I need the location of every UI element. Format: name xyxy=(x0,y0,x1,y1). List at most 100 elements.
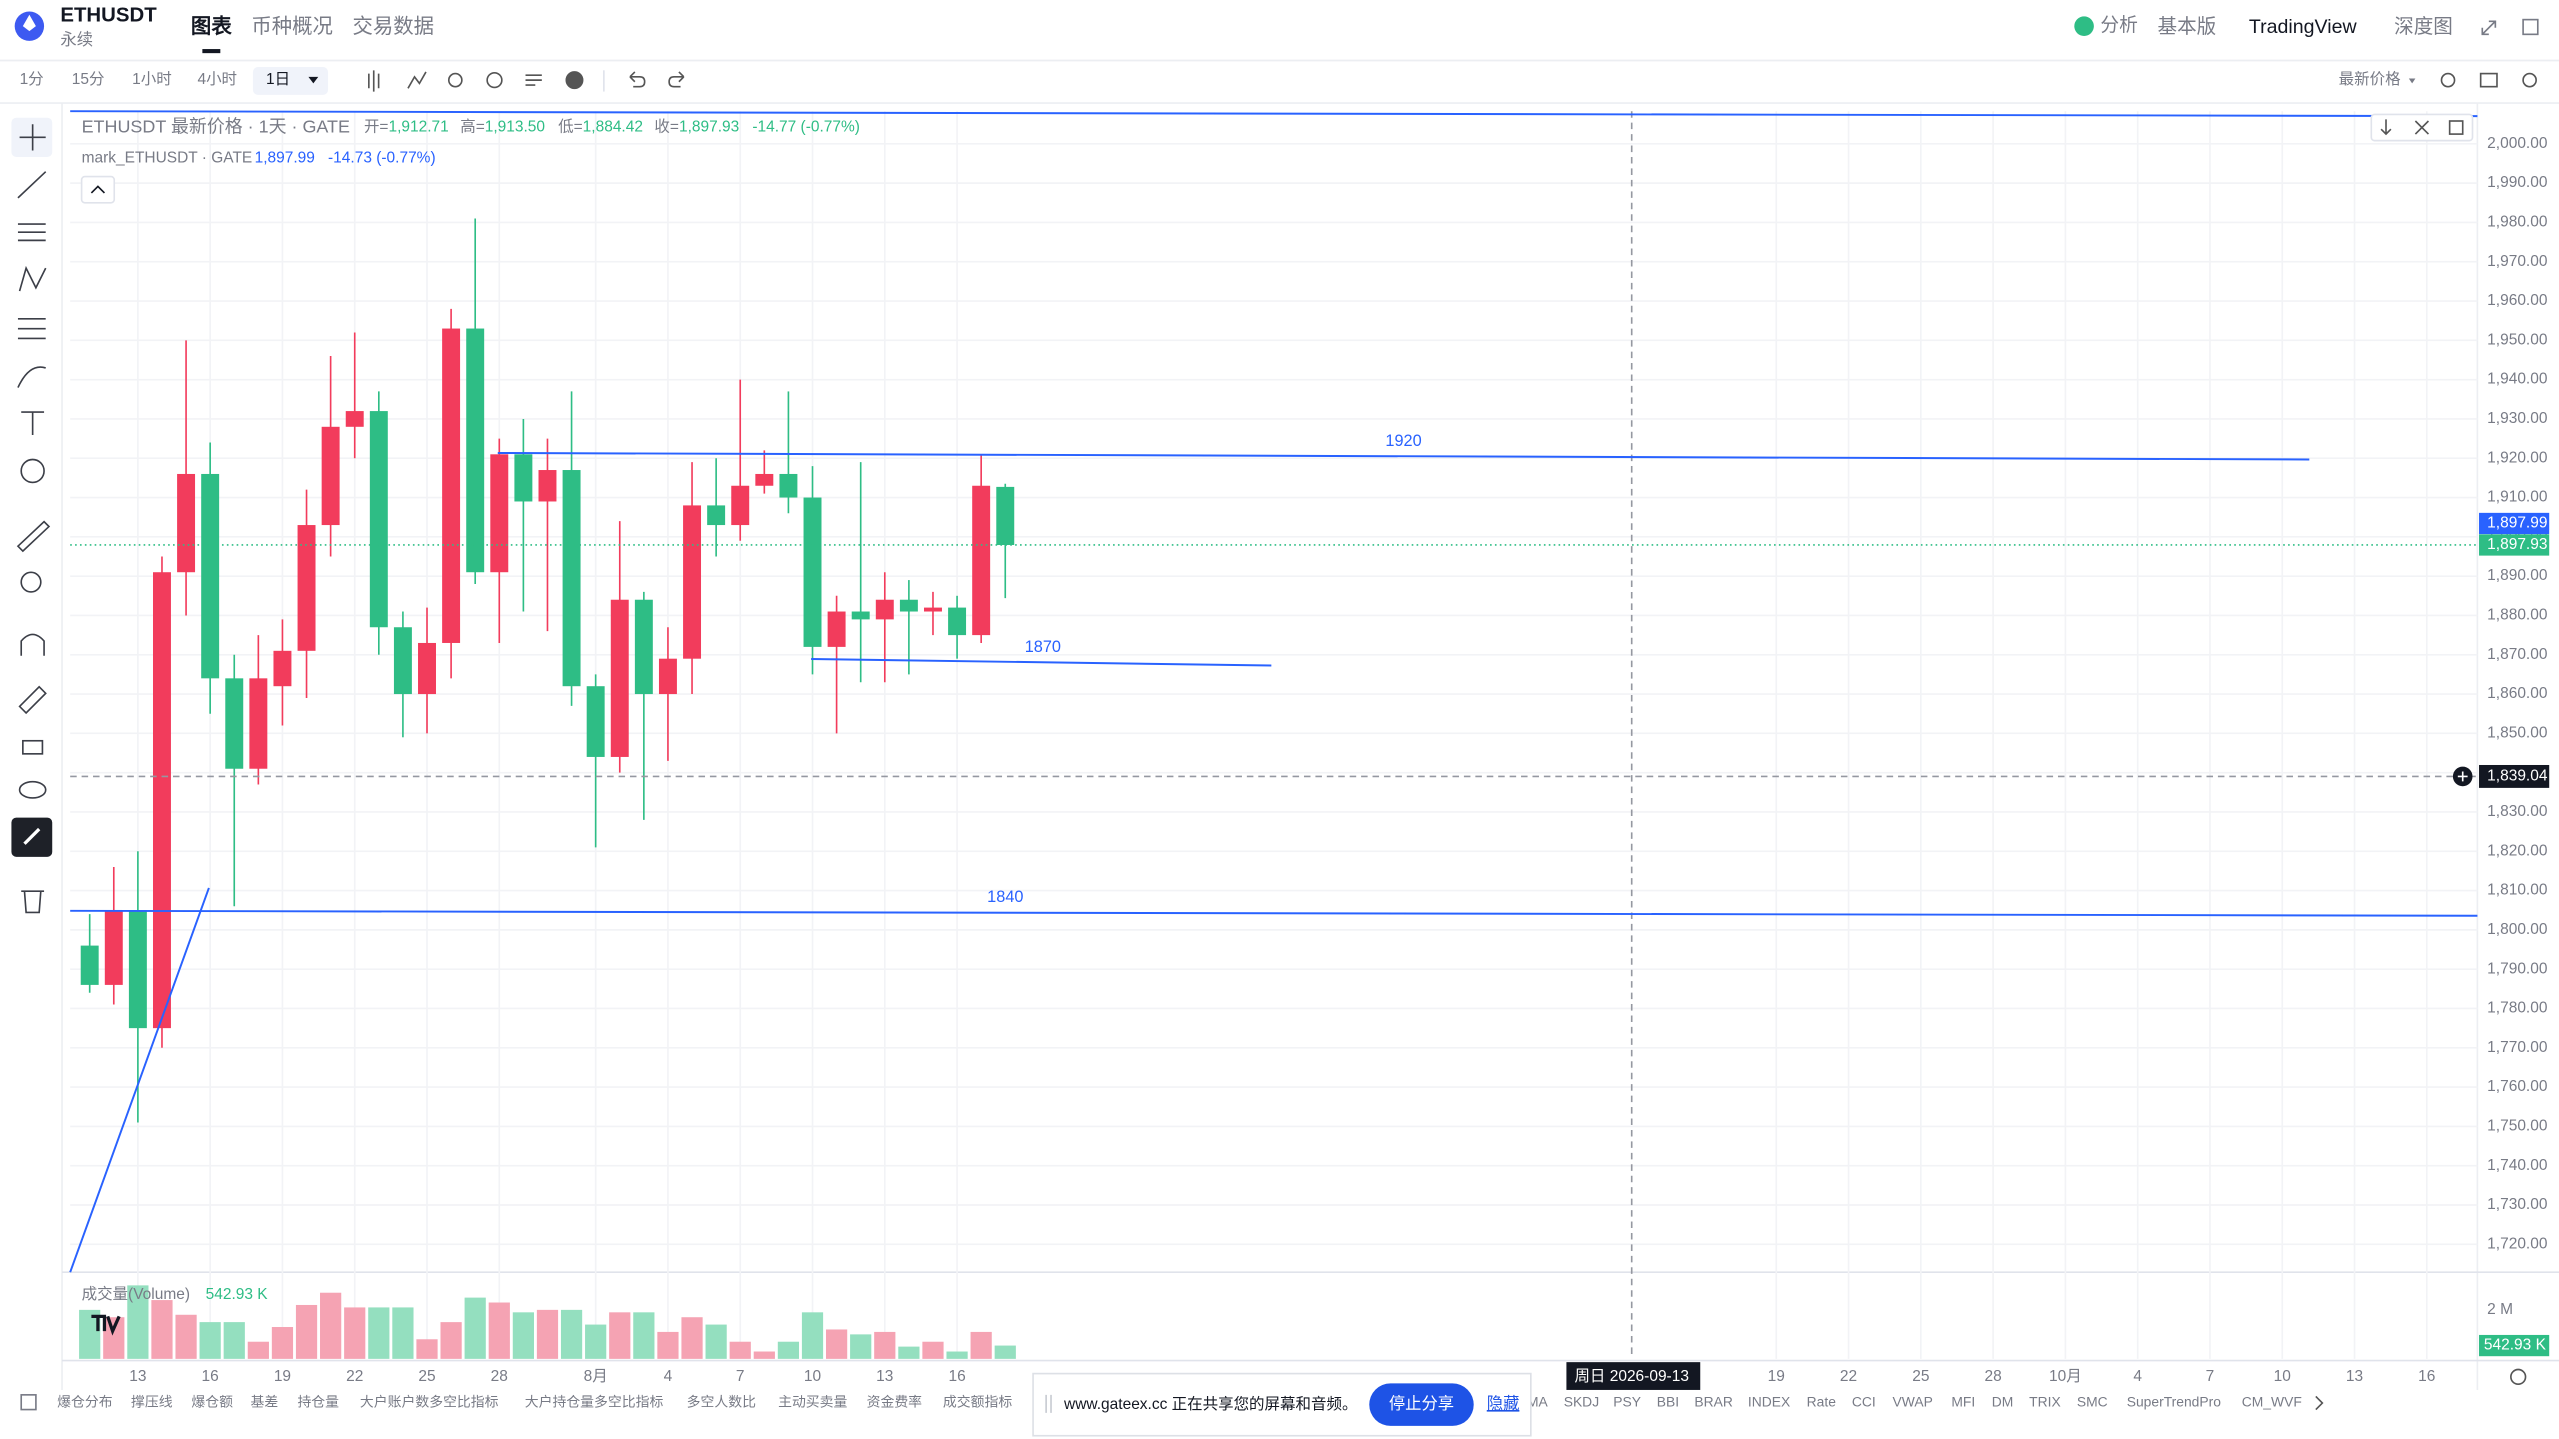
legend-mark: mark_ETHUSDT · GATE 1,897.99 -14.73 (-0.… xyxy=(82,150,436,167)
indicator[interactable]: 爆仓分布 xyxy=(57,1394,113,1410)
indicator[interactable]: 基差 xyxy=(251,1394,279,1410)
indicator[interactable]: CCI xyxy=(1852,1394,1876,1410)
tool[interactable] xyxy=(18,685,47,715)
tab[interactable]: 币种概况 xyxy=(251,15,333,38)
tool[interactable] xyxy=(16,520,51,553)
indicator[interactable]: 撑压线 xyxy=(131,1394,173,1410)
hide-link[interactable]: 隐藏 xyxy=(1487,1395,1520,1413)
indicator[interactable]: 持仓量 xyxy=(297,1394,339,1410)
indicator[interactable]: INDEX xyxy=(1748,1394,1790,1410)
tab[interactable]: 交易数据 xyxy=(353,15,435,38)
tool[interactable] xyxy=(17,171,47,199)
tool[interactable] xyxy=(19,124,46,151)
indicator[interactable]: 大户账户数多空比指标 xyxy=(360,1394,499,1410)
y-tick-label: 1,930.00 xyxy=(2487,410,2548,427)
indicator[interactable]: VWAP xyxy=(1893,1394,1933,1410)
tool[interactable] xyxy=(20,633,45,656)
header-link[interactable]: 分析 xyxy=(2100,14,2138,35)
indicator[interactable]: 主动买卖量 xyxy=(778,1394,847,1410)
settings[interactable] xyxy=(2522,72,2537,88)
indicator[interactable]: PSY xyxy=(1613,1394,1641,1410)
tool[interactable] xyxy=(20,458,45,484)
icon[interactable] xyxy=(447,72,463,88)
interval[interactable]: 15分 xyxy=(72,70,105,88)
trend-line[interactable] xyxy=(69,887,210,1273)
header-link[interactable]: TradingView xyxy=(2249,16,2358,38)
control[interactable] xyxy=(2448,120,2464,135)
indicator[interactable]: TRIX xyxy=(2029,1394,2061,1410)
icon[interactable] xyxy=(407,71,427,89)
ai-icon xyxy=(2074,16,2094,36)
indicator[interactable]: Rate xyxy=(1807,1394,1837,1410)
indicator[interactable]: BBI xyxy=(1657,1394,1679,1410)
interval[interactable]: 4小时 xyxy=(197,70,237,88)
symbol[interactable]: ETHUSDT xyxy=(60,5,157,27)
trend-line[interactable] xyxy=(70,909,2478,917)
control[interactable] xyxy=(2380,119,2392,136)
expand-icon[interactable] xyxy=(2481,20,2497,36)
indicator[interactable]: 多空人数比 xyxy=(687,1394,756,1410)
tool[interactable] xyxy=(17,366,46,388)
collapse-button[interactable] xyxy=(80,175,116,204)
redo[interactable] xyxy=(668,71,685,88)
tool[interactable] xyxy=(20,571,42,593)
indicator[interactable]: 资金费率 xyxy=(867,1394,923,1410)
tool[interactable] xyxy=(23,827,41,845)
tool[interactable] xyxy=(17,318,46,340)
tab[interactable]: 图表 xyxy=(191,14,232,38)
interval[interactable]: 1日 xyxy=(266,71,290,88)
indicator[interactable]: BRAR xyxy=(1694,1394,1733,1410)
y-tick-label: 1,960.00 xyxy=(2487,292,2548,309)
interval[interactable]: 1分 xyxy=(20,70,44,88)
indicator[interactable]: MA xyxy=(1527,1394,1549,1410)
interval[interactable]: 1小时 xyxy=(132,70,172,88)
trend-line[interactable] xyxy=(811,658,1272,667)
tool[interactable] xyxy=(17,223,46,242)
trend-line[interactable] xyxy=(497,451,2310,461)
icon[interactable] xyxy=(525,74,542,86)
control[interactable] xyxy=(2414,120,2430,135)
volume-bar xyxy=(777,1341,800,1359)
indicator[interactable]: CM_WVF xyxy=(2242,1394,2302,1410)
candle-body xyxy=(948,607,967,636)
header-link[interactable]: 深度图 xyxy=(2394,16,2453,38)
indicator[interactable]: MFI xyxy=(1951,1394,1975,1410)
stop-button[interactable] xyxy=(1369,1383,1474,1426)
camera[interactable] xyxy=(2479,72,2498,88)
x-tick-label: 10 xyxy=(2274,1368,2292,1385)
calendar-icon[interactable] xyxy=(20,1394,37,1411)
indicator[interactable]: SuperTrendPro xyxy=(2127,1394,2222,1410)
scroll-arrow[interactable] xyxy=(2315,1395,2324,1411)
indicator[interactable]: SKDJ xyxy=(1564,1394,1599,1410)
y-tick-label: 2,000.00 xyxy=(2487,135,2548,152)
caret[interactable] xyxy=(2408,78,2416,84)
line-label: 1870 xyxy=(1025,638,1061,656)
tool[interactable] xyxy=(21,890,45,914)
indicator[interactable]: SMC xyxy=(2077,1394,2108,1410)
window-icon[interactable] xyxy=(2522,18,2539,36)
icon[interactable] xyxy=(368,70,380,92)
indicator[interactable]: 成交额指标 xyxy=(943,1394,1012,1410)
indicator[interactable]: 大户持仓量多空比指标 xyxy=(525,1394,664,1410)
tool[interactable] xyxy=(18,780,47,799)
candle-body xyxy=(610,599,629,757)
tool[interactable] xyxy=(18,265,47,292)
header-link[interactable]: 基本版 xyxy=(2158,16,2217,38)
volume-name: 成交量(Volume) xyxy=(82,1285,190,1303)
trend-line[interactable] xyxy=(70,110,2478,118)
icon[interactable] xyxy=(565,71,584,90)
volume-bar xyxy=(320,1292,342,1359)
icon[interactable] xyxy=(486,71,503,89)
search[interactable] xyxy=(2440,72,2456,88)
caret[interactable] xyxy=(308,76,319,84)
x-tick-label: 10 xyxy=(804,1368,822,1385)
undo[interactable] xyxy=(629,71,646,88)
price-type[interactable]: 最新价格 xyxy=(2339,70,2401,88)
indicator[interactable]: 爆仓额 xyxy=(191,1394,233,1410)
tool[interactable] xyxy=(22,739,44,755)
settings-icon[interactable] xyxy=(2510,1368,2527,1386)
x-tick-label: 4 xyxy=(2133,1368,2142,1385)
indicator[interactable]: DM xyxy=(1992,1394,2014,1410)
tool[interactable] xyxy=(21,411,45,435)
